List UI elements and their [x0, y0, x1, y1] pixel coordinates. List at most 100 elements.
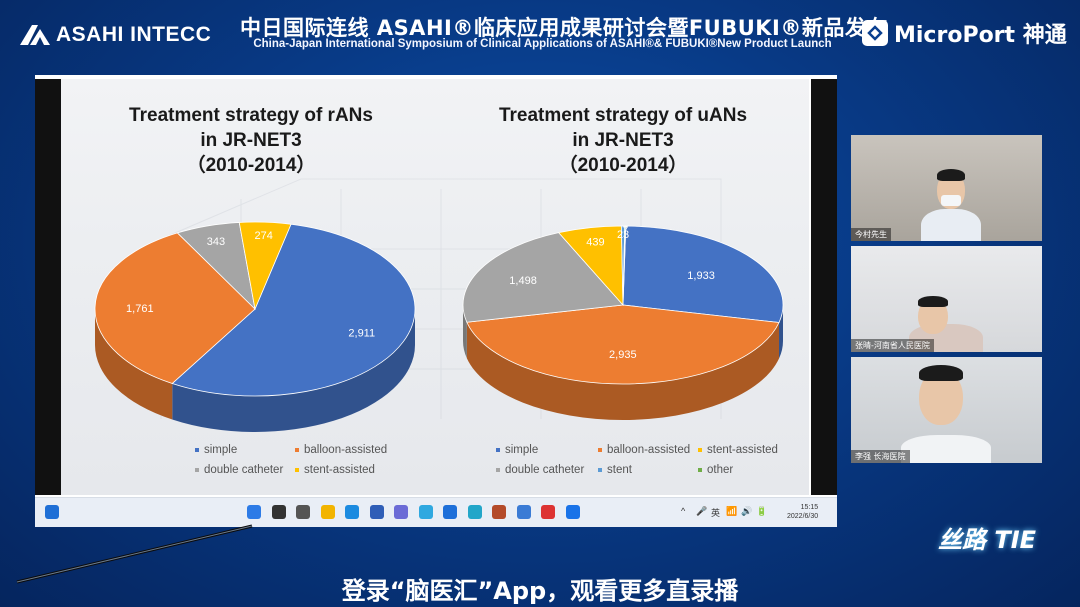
- left-chart-legend-item: simple: [195, 444, 237, 456]
- microport-logo-text: MicroPort 神通: [894, 23, 1067, 48]
- event-banner: ASAHI INTECC 中日国际连线 ASAHI®临床应用成果研讨会暨FUBU…: [0, 0, 1080, 70]
- participant-body: [901, 435, 991, 463]
- right-chart-legend-swatch: [496, 468, 500, 472]
- right-chart-legend-item: simple: [496, 444, 538, 456]
- tray-icon[interactable]: 英: [711, 508, 721, 518]
- face-mask: [941, 195, 961, 206]
- left-pie-slice-side-simple: [172, 309, 415, 432]
- right-pie-slice-side-double catheter: [463, 305, 467, 359]
- right-pie-data-label: 1,933: [687, 270, 715, 282]
- tray-icon[interactable]: 🔋: [756, 506, 768, 516]
- right-chart-legend-item: balloon-assisted: [598, 444, 690, 456]
- right-pie-slice-balloon-assisted: [466, 304, 780, 385]
- left-pie-slice-simple: [171, 223, 416, 397]
- right-pie-data-label: 23: [617, 229, 629, 241]
- right-chart-legend-swatch: [496, 448, 500, 452]
- pie-charts: 2,911 1,761 343 274 1,933 2,935 1,498 439 237: [94, 221, 784, 432]
- left-chart-legend-label: simple: [204, 444, 238, 456]
- left-pie-data-label: 2,911: [348, 328, 375, 340]
- left-chart-legend-item: balloon-assisted: [295, 444, 387, 456]
- taskbar-clock[interactable]: 15:15 2022/6/30: [787, 503, 818, 521]
- asahi-logo: ASAHI INTECC: [18, 20, 211, 50]
- app3-icon[interactable]: [467, 505, 482, 519]
- app-icon[interactable]: [394, 505, 408, 519]
- left-chart-legend-swatch: [195, 448, 199, 452]
- participant-body: [921, 209, 981, 241]
- left-pie-slice-balloon-assisted: [94, 232, 256, 384]
- right-chart-legend-swatch: [698, 448, 702, 452]
- left-chart-legend-item: double catheter: [195, 464, 283, 476]
- right-chart-title-line-2: in JR-NET3: [572, 130, 674, 151]
- participant-video-3[interactable]: 李强 长海医院: [851, 357, 1042, 463]
- right-chart-legend-label: balloon-assisted: [607, 444, 691, 456]
- file-explorer-icon[interactable]: [320, 505, 335, 519]
- tray-icon[interactable]: 📶: [726, 506, 738, 516]
- participant-video-1[interactable]: 今村先生: [851, 135, 1042, 241]
- right-chart-title: Treatment strategy of uANs in JR-NET3 （2…: [473, 103, 773, 178]
- right-pie-data-label: 1,498: [509, 275, 537, 287]
- left-chart-legend-label: double catheter: [204, 464, 284, 476]
- right-chart-legend: simple balloon-assisted stent-assisted doub…: [496, 444, 809, 484]
- windows-icon[interactable]: [247, 505, 261, 519]
- app5-icon[interactable]: [565, 505, 580, 519]
- right-pie-slice-side-balloon-assisted: [466, 322, 780, 420]
- left-chart-legend-swatch: [295, 448, 299, 452]
- edge-icon[interactable]: [345, 505, 359, 519]
- left-chart-legend-item: stent-assisted: [295, 464, 375, 476]
- windows-taskbar: 15:15 2022/6/30 ^ 🎤 英 📶 🔊 🔋: [35, 497, 837, 527]
- right-chart-legend-swatch: [698, 468, 702, 472]
- store-icon[interactable]: [369, 505, 384, 519]
- left-chart-legend-swatch: [195, 468, 199, 472]
- right-chart-legend-label: double catheter: [505, 464, 585, 476]
- right-chart-legend-swatch: [598, 468, 602, 472]
- left-chart-legend-swatch: [295, 468, 299, 472]
- right-pie-data-label: 7: [622, 225, 628, 237]
- left-pie-slice-stent-assisted: [238, 221, 292, 311]
- left-chart-title: Treatment strategy of rANs in JR-NET3 （2…: [101, 103, 401, 178]
- right-chart-legend-label: other: [707, 464, 734, 476]
- shared-screen-window: – ▢ ✕ Treatment strategy of rANs in JR-N…: [35, 75, 837, 527]
- right-pie-slice-simple: [622, 225, 784, 323]
- participant-name-3: 李强 长海医院: [851, 450, 910, 463]
- right-chart-legend-item: stent: [598, 464, 632, 476]
- left-pie-data-label: 1,761: [126, 303, 154, 315]
- lark-icon[interactable]: [443, 505, 457, 519]
- right-pie-slice-double catheter: [462, 232, 624, 323]
- guidewire-decoration-icon: [16, 524, 253, 584]
- presentation-slide: Treatment strategy of rANs in JR-NET3 （2…: [61, 79, 809, 495]
- right-chart-legend-item: double catheter: [496, 464, 584, 476]
- powerpoint-icon[interactable]: [492, 505, 506, 519]
- slide-margin-right: [811, 79, 837, 495]
- right-chart-legend-swatch: [598, 448, 602, 452]
- participant-video-2[interactable]: 张晴-河南省人民医院: [851, 246, 1042, 352]
- wps-icon[interactable]: [541, 505, 555, 519]
- task-view-icon[interactable]: [296, 505, 310, 519]
- asahi-mark-icon: [20, 25, 50, 45]
- left-chart-title-line-1: Treatment strategy of rANs: [129, 105, 373, 126]
- promo-subtitle: 登录“脑医汇”App，观看更多直录播: [341, 577, 739, 605]
- participant-name-2: 张晴-河南省人民医院: [851, 339, 934, 352]
- right-pie-slice-other: [622, 225, 627, 306]
- right-pie-slice-side-simple: [779, 305, 783, 359]
- silk-road-logo: 丝路 TIE: [938, 526, 1037, 554]
- taskbar-date: 2022/6/30: [787, 513, 819, 520]
- right-pie-data-label: 439: [586, 237, 604, 249]
- right-chart-legend-item: stent-assisted: [698, 444, 778, 456]
- right-chart-legend-label: stent-assisted: [707, 444, 778, 456]
- app2-icon[interactable]: [418, 505, 433, 519]
- right-chart-legend-label: simple: [505, 444, 539, 456]
- slide-margin-left: [35, 79, 61, 495]
- tray-icon[interactable]: ^: [681, 506, 686, 516]
- app4-icon[interactable]: [516, 505, 531, 519]
- microport-mark-icon: [862, 20, 888, 46]
- participant-name-1: 今村先生: [851, 228, 891, 241]
- tray-icon[interactable]: 🔊: [741, 506, 753, 516]
- right-chart-legend-label: stent: [607, 464, 632, 476]
- tray-icon[interactable]: 🎤: [696, 506, 708, 516]
- left-chart-title-line-3: （2010-2014）: [186, 155, 316, 176]
- participant-hair: [919, 365, 963, 381]
- search-icon[interactable]: [271, 505, 286, 519]
- widget-icon[interactable]: [45, 505, 59, 519]
- right-pie-data-label: 2,935: [609, 349, 637, 361]
- left-chart-legend-label: balloon-assisted: [304, 444, 388, 456]
